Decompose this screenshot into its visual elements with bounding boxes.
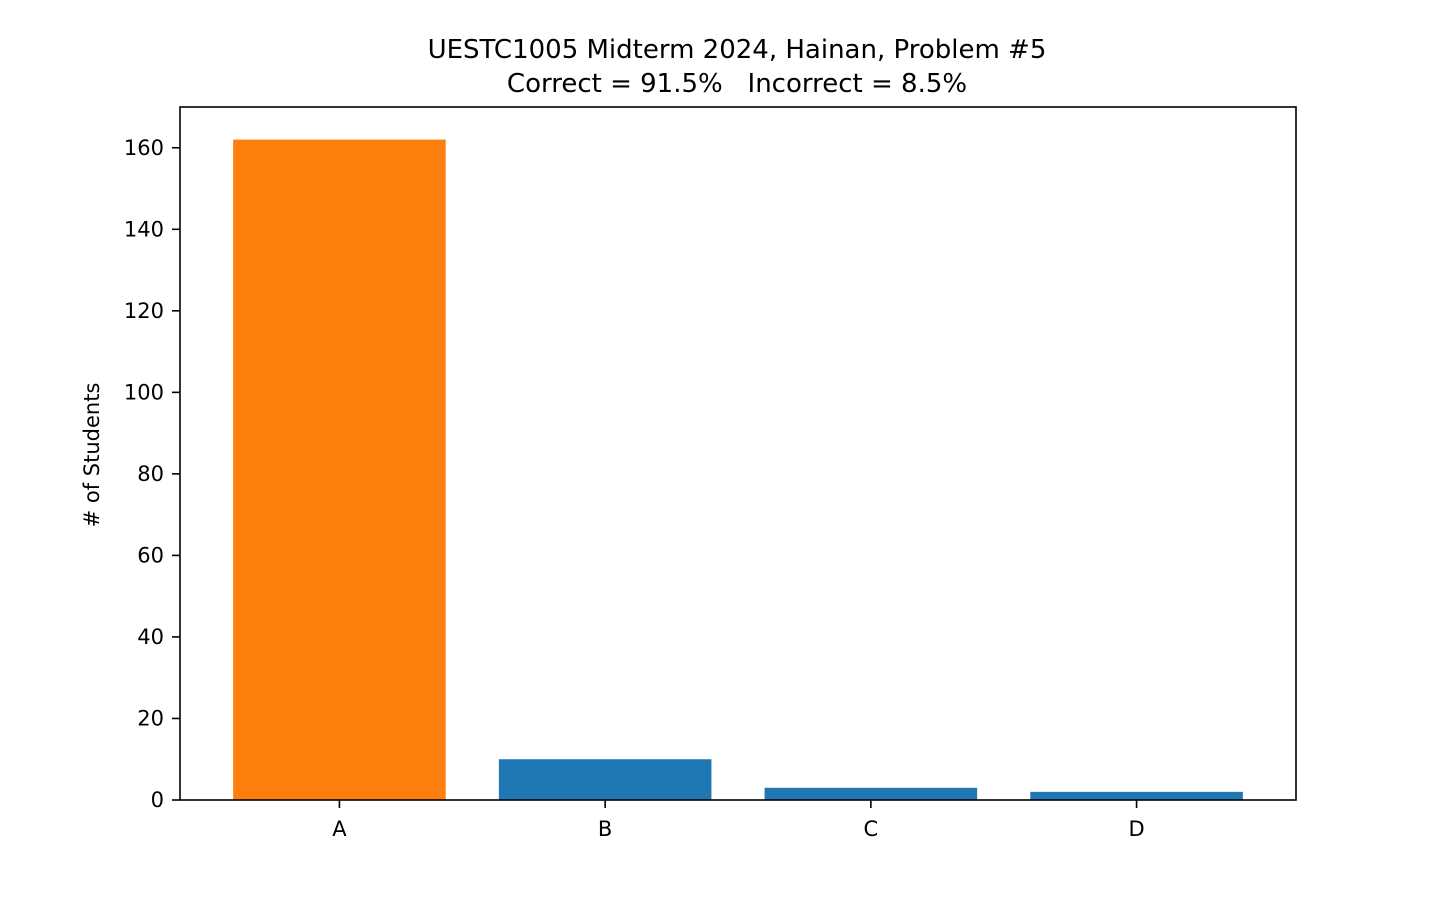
y-tick-label: 100 [124, 380, 164, 404]
x-tick-label: C [864, 817, 879, 841]
y-tick-label: 140 [124, 217, 164, 241]
x-tick-label: D [1128, 817, 1144, 841]
y-tick-label: 20 [137, 706, 164, 730]
chart-subtitle: Correct = 91.5% Incorrect = 8.5% [507, 69, 967, 99]
y-tick-label: 40 [137, 625, 164, 649]
y-ticks-group: 0 20 40 60 80 100 120 140 160 [124, 136, 180, 812]
x-tick-label: A [332, 817, 347, 841]
bar-a [233, 139, 446, 801]
bar-d [1030, 791, 1243, 800]
y-tick-label: 160 [124, 136, 164, 160]
y-tick-label: 0 [151, 788, 164, 812]
bars-group [233, 139, 1243, 801]
y-tick-label: 60 [137, 543, 164, 567]
bar-b [498, 759, 712, 800]
y-axis-label: # of Students [80, 383, 104, 528]
bar-c [764, 787, 978, 800]
x-tick-label: B [598, 817, 612, 841]
y-tick-label: 80 [137, 462, 164, 486]
chart-title: UESTC1005 Midterm 2024, Hainan, Problem … [428, 35, 1047, 65]
y-tick-label: 120 [124, 299, 164, 323]
plot-frame [179, 106, 1297, 801]
x-ticks-group: A B C D [332, 800, 1145, 841]
